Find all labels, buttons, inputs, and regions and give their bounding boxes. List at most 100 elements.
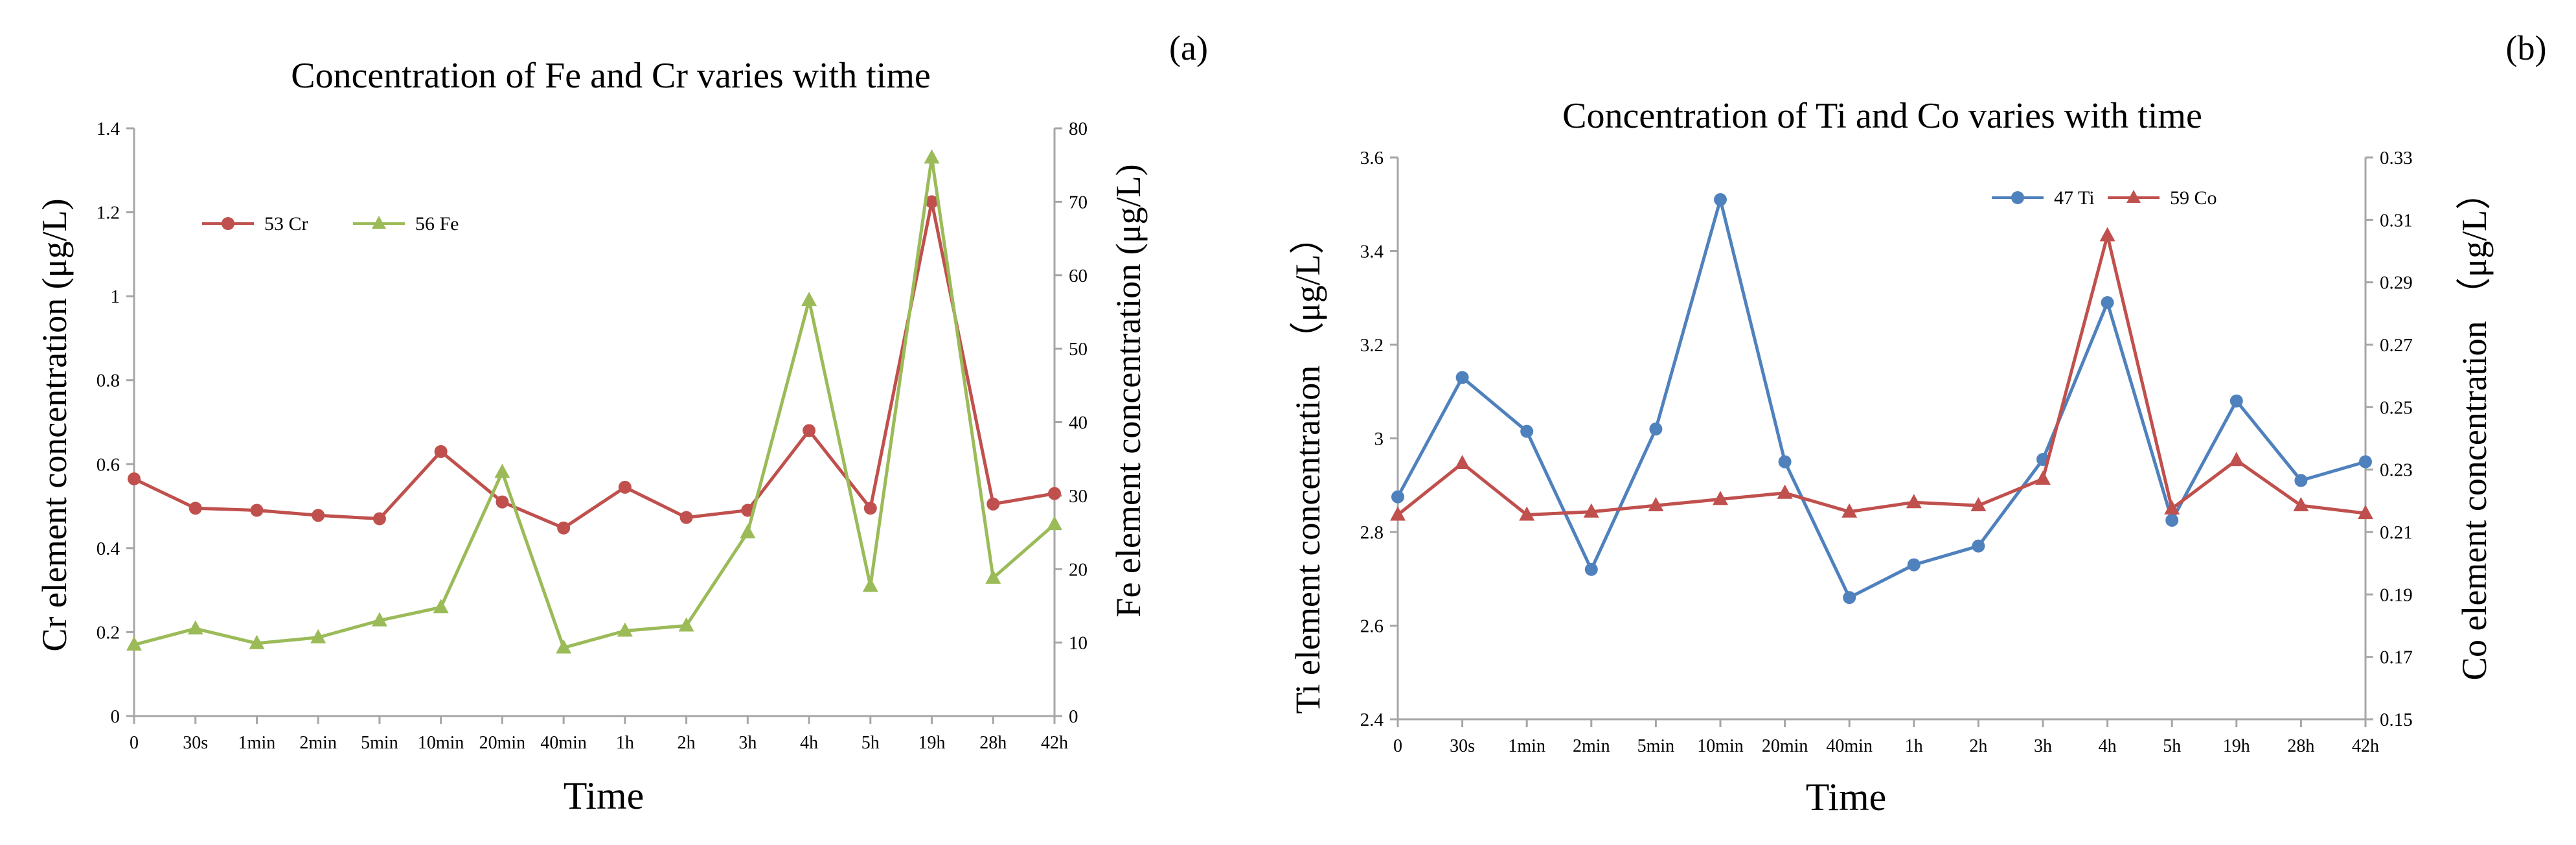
y-left-tick-label: 2.4 bbox=[1360, 710, 1384, 730]
data-point-53-cr-30s bbox=[188, 502, 202, 515]
data-point-56-fe-19h bbox=[924, 149, 940, 164]
data-point-56-fe-40min bbox=[556, 639, 572, 654]
data-point-47-ti-0 bbox=[1391, 490, 1404, 504]
data-point-59-co-5h bbox=[2164, 500, 2180, 515]
data-point-47-ti-5min bbox=[1649, 422, 1663, 436]
x-tick-label-30s: 30s bbox=[1450, 736, 1475, 756]
data-point-56-fe-1min bbox=[249, 634, 265, 649]
data-point-47-ti-42h bbox=[2359, 455, 2372, 469]
x-tick-label-40min: 40min bbox=[540, 733, 587, 753]
data-point-56-fe-5min bbox=[371, 612, 387, 627]
data-point-53-cr-19h bbox=[925, 195, 939, 209]
y-left-tick-label: 3.4 bbox=[1360, 242, 1384, 262]
y-right-tick-label: 70 bbox=[1069, 192, 1088, 213]
x-tick-label-2h: 2h bbox=[1969, 736, 1987, 756]
y-right-tick-label: 0.25 bbox=[2380, 397, 2413, 418]
data-point-47-ti-2min bbox=[1584, 562, 1598, 576]
data-point-47-ti-40min bbox=[1843, 591, 1856, 605]
data-point-59-co-10min bbox=[1713, 491, 1728, 505]
series-line-56-fe bbox=[133, 156, 1056, 650]
x-tick-label-5h: 5h bbox=[2163, 736, 2181, 756]
x-tick-label-42h: 42h bbox=[2352, 736, 2379, 756]
data-point-59-co-5min bbox=[1648, 497, 1664, 512]
data-point-53-cr-10min bbox=[434, 445, 448, 458]
y-left-tick-label: 3 bbox=[1374, 429, 1384, 450]
y-left-tick-label: 0.2 bbox=[97, 622, 120, 643]
data-point-47-ti-28h bbox=[2294, 474, 2308, 487]
y-right-tick-label: 0.17 bbox=[2380, 647, 2413, 668]
y-axis-title-left-a: Cr element concentration (μg/L) bbox=[35, 198, 74, 651]
x-tick-label-42h: 42h bbox=[1041, 733, 1068, 753]
data-point-56-fe-20min bbox=[494, 463, 510, 478]
data-point-53-cr-28h bbox=[986, 497, 1000, 511]
data-point-56-fe-0 bbox=[126, 636, 142, 651]
data-point-59-co-40min bbox=[1841, 503, 1858, 518]
x-tick-label-4h: 4h bbox=[2099, 736, 2117, 756]
data-point-53-cr-3h bbox=[741, 504, 755, 517]
legend-a: 53 Cr 56 Fe bbox=[202, 213, 459, 235]
y-right-tick-label: 10 bbox=[1069, 633, 1088, 654]
y-left-tick-label: 3.2 bbox=[1360, 335, 1384, 356]
x-tick-label-2h: 2h bbox=[678, 733, 696, 753]
series-line-53-cr bbox=[133, 200, 1055, 530]
x-tick-label-1min: 1min bbox=[238, 733, 276, 753]
y-left-tick-label: 0 bbox=[111, 706, 120, 727]
x-tick-label-1min: 1min bbox=[1508, 736, 1545, 756]
y-right-tick-label: 50 bbox=[1069, 339, 1088, 360]
y-right-tick-label: 80 bbox=[1069, 119, 1088, 139]
y-left-tick-label: 2.6 bbox=[1360, 616, 1384, 637]
y-right-tick-label: 0.31 bbox=[2380, 210, 2413, 231]
legend-co-label: 59 Co bbox=[2170, 187, 2217, 209]
data-point-56-fe-1h bbox=[617, 622, 633, 637]
x-tick-label-5h: 5h bbox=[861, 733, 880, 753]
legend-co-marker bbox=[2126, 190, 2141, 203]
data-point-59-co-20min bbox=[1777, 484, 1793, 499]
data-point-53-cr-42h bbox=[1048, 487, 1061, 500]
y-right-tick-label: 0.33 bbox=[2380, 148, 2413, 168]
chart-panel-a: (a) Concentration of Fe and Cr varies wi… bbox=[35, 29, 1208, 817]
plot-area-a: 0 0.2 0.4 0.6 0.8 1 1.2 1.4 0 10 20 30 40 50 60 70 80 0 30… bbox=[97, 119, 1088, 753]
data-point-59-co-19h bbox=[2228, 452, 2244, 467]
legend-fe-label: 56 Fe bbox=[415, 213, 459, 235]
data-point-59-co-2min bbox=[1583, 503, 1599, 518]
x-tick-label-3h: 3h bbox=[738, 733, 757, 753]
x-tick-label-30s: 30s bbox=[183, 733, 208, 753]
x-tick-label-20min: 20min bbox=[1762, 736, 1808, 756]
x-axis-title-b: Time bbox=[1806, 776, 1887, 818]
y-right-tick-label: 0 bbox=[1069, 706, 1078, 727]
data-point-59-co-30s bbox=[1454, 455, 1470, 470]
y-right-tick-label: 0.15 bbox=[2380, 710, 2413, 730]
data-point-47-ti-1min bbox=[1520, 424, 1534, 438]
y-left-tick-label: 1.2 bbox=[97, 203, 120, 224]
x-tick-label-10min: 10min bbox=[418, 733, 464, 753]
data-point-53-cr-5h bbox=[863, 502, 877, 515]
legend-ti-marker bbox=[2011, 191, 2024, 204]
series-59-co bbox=[1390, 227, 2373, 521]
x-tick-label-28h: 28h bbox=[979, 733, 1007, 753]
plot-area-b: 2.4 2.6 2.8 3 3.2 3.4 3.6 0.15 0.17 0.19 0.21 0.23 0… bbox=[1360, 148, 2413, 756]
data-point-47-ti-10min bbox=[1714, 193, 1727, 207]
y-right-tick-label: 30 bbox=[1069, 486, 1088, 507]
data-point-59-co-2h bbox=[1970, 497, 1987, 512]
data-point-47-ti-19h bbox=[2229, 394, 2243, 408]
x-tick-label-40min: 40min bbox=[1826, 736, 1873, 756]
x-tick-label-5min: 5min bbox=[1637, 736, 1675, 756]
y-left-tick-label: 1 bbox=[111, 286, 120, 307]
chart-title-b: Concentration of Ti and Co varies with t… bbox=[1562, 96, 2202, 136]
data-point-53-cr-5min bbox=[372, 512, 386, 526]
x-tick-label-20min: 20min bbox=[479, 733, 526, 753]
data-point-59-co-1h bbox=[1906, 494, 1922, 509]
y-right-tick-label: 20 bbox=[1069, 559, 1088, 580]
data-point-59-co-0 bbox=[1390, 506, 1406, 521]
data-point-56-fe-30s bbox=[187, 620, 203, 635]
x-tick-label-1h: 1h bbox=[1905, 736, 1923, 756]
series-line-59-co bbox=[1396, 233, 2366, 516]
x-tick-label-19h: 19h bbox=[2223, 736, 2250, 756]
series-53-cr bbox=[128, 195, 1061, 535]
y-right-tick-label: 0.29 bbox=[2380, 273, 2413, 294]
x-tick-label-0: 0 bbox=[1393, 736, 1402, 756]
data-point-56-fe-3h bbox=[740, 524, 756, 538]
y-axis-title-left-b: Ti element concentration （μg/L） bbox=[1288, 219, 1327, 713]
y-left-tick-label: 0.8 bbox=[97, 371, 120, 391]
data-point-53-cr-40min bbox=[557, 521, 571, 535]
